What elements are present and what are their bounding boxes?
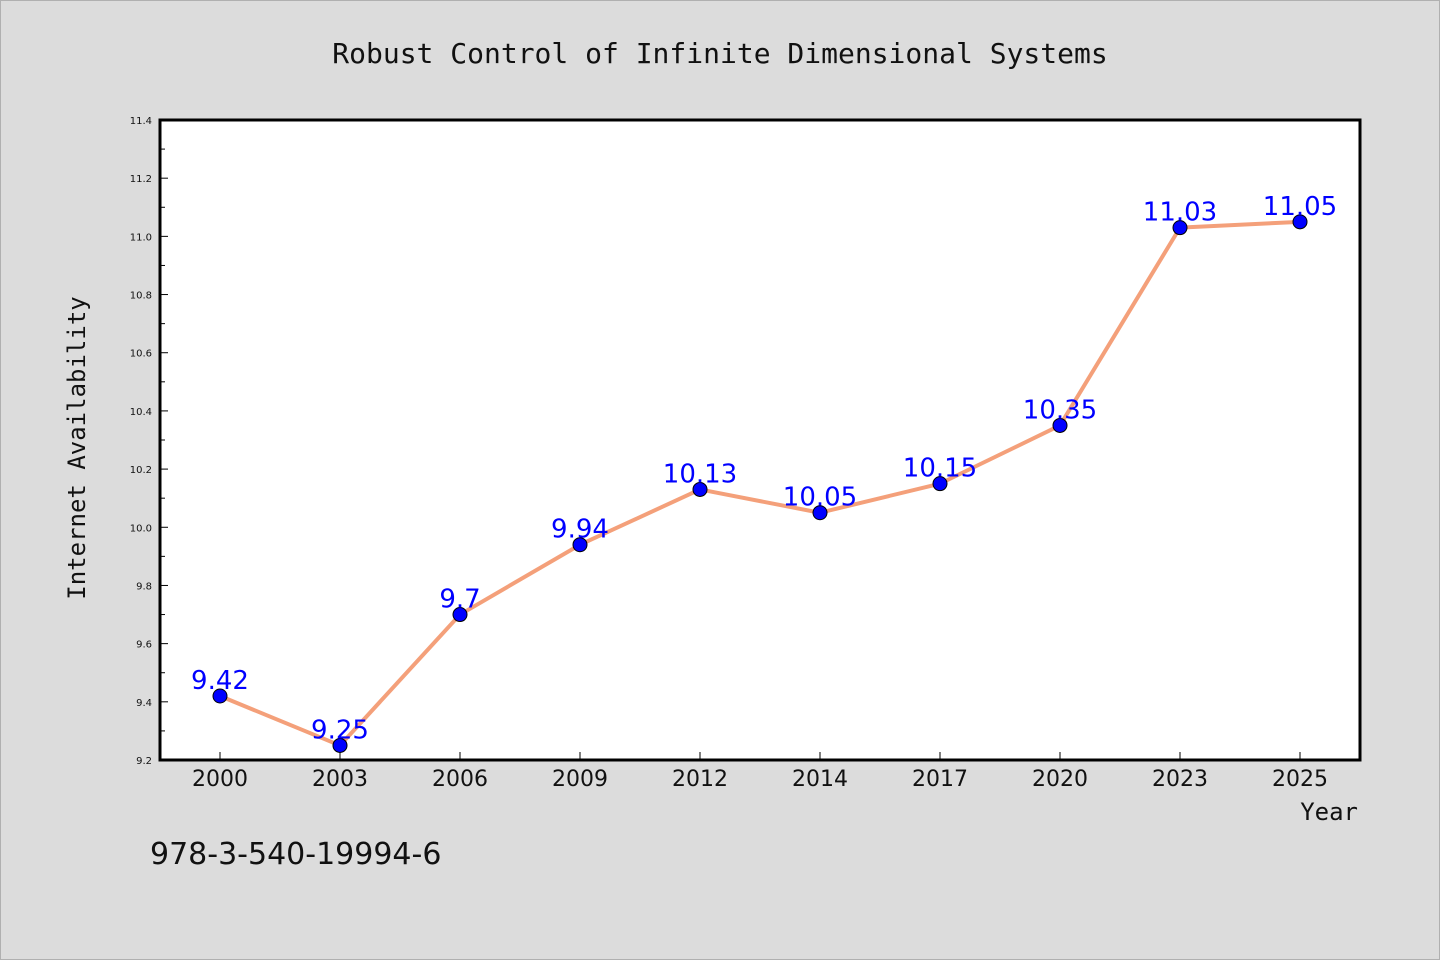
x-tick-label: 2023 <box>1152 767 1208 792</box>
data-label: 11.03 <box>1143 198 1217 228</box>
data-point <box>1052 417 1068 433</box>
isbn-text: 978-3-540-19994-6 <box>150 837 441 872</box>
chart-title: Robust Control of Infinite Dimensional S… <box>332 37 1107 70</box>
x-tick-label: 2025 <box>1272 767 1328 792</box>
plot-area <box>158 118 1362 762</box>
data-point <box>692 481 708 497</box>
y-tick-label: 10.8 <box>130 291 152 302</box>
y-tick-label: 11.0 <box>130 232 152 243</box>
x-tick-label: 2003 <box>312 767 368 792</box>
data-labels: 9.42 9.25 9.7 9.94 10.13 10.05 10.15 10.35 11.03… <box>191 192 1337 746</box>
x-tick-label: 2006 <box>432 767 488 792</box>
x-tick-label: 2017 <box>912 767 968 792</box>
y-axis: 9.2 9.4 9.6 9.8 10.0 10.2 10.4 10.6 10.8 11.0 11.2… <box>130 116 168 767</box>
data-point <box>932 476 948 492</box>
series-line <box>219 219 1301 748</box>
y-tick-label: 9.8 <box>136 581 152 592</box>
x-axis: 2000 2003 2006 2009 2012 2014 2017 2020 2023 2025 <box>192 752 1328 792</box>
data-point <box>812 505 828 521</box>
data-label: 9.42 <box>191 666 249 696</box>
data-point <box>572 537 588 553</box>
data-label: 9.7 <box>439 585 480 615</box>
x-tick-label: 2020 <box>1032 767 1088 792</box>
data-label: 9.25 <box>311 715 369 745</box>
y-tick-label: 11.4 <box>130 116 152 127</box>
data-label: 9.94 <box>551 515 609 545</box>
data-label: 11.05 <box>1263 192 1337 222</box>
y-tick-label: 10.2 <box>130 465 152 476</box>
data-point <box>452 607 468 623</box>
data-point <box>1292 214 1308 230</box>
y-tick-label: 10.0 <box>130 523 152 534</box>
y-tick-label: 11.2 <box>130 174 152 185</box>
y-tick-label: 10.4 <box>130 407 152 418</box>
x-tick-label: 2012 <box>672 767 728 792</box>
x-tick-label: 2000 <box>192 767 248 792</box>
x-tick-label: 2009 <box>552 767 608 792</box>
data-label: 10.15 <box>903 454 977 484</box>
data-point <box>332 737 348 753</box>
y-tick-label: 9.4 <box>136 698 152 709</box>
data-markers <box>212 214 1308 753</box>
x-axis-label: Year <box>1300 798 1358 826</box>
data-label: 10.13 <box>663 459 737 489</box>
y-tick-label: 10.6 <box>130 349 152 360</box>
x-tick-label: 2014 <box>792 767 848 792</box>
data-point <box>212 688 228 704</box>
data-label: 10.05 <box>783 483 857 513</box>
data-label: 10.35 <box>1023 395 1097 425</box>
y-tick-label: 9.2 <box>136 756 152 767</box>
y-tick-label: 9.6 <box>136 640 152 651</box>
y-axis-label: Internet Availability <box>63 296 91 599</box>
data-point <box>1172 220 1188 236</box>
